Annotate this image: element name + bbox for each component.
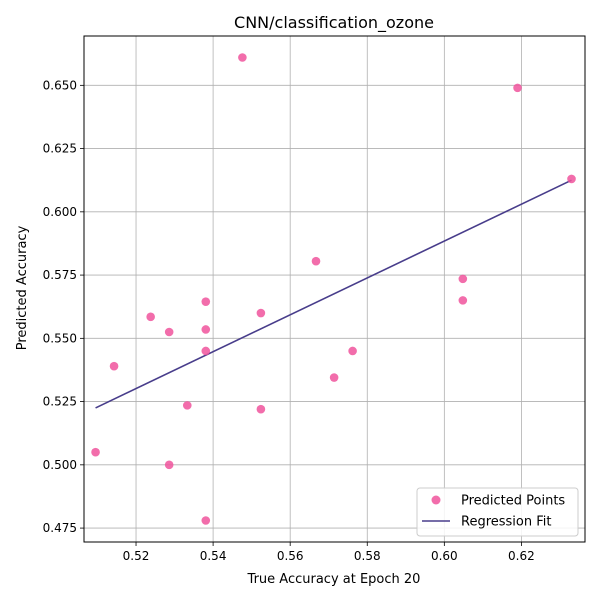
x-axis-label: True Accuracy at Epoch 20 bbox=[247, 572, 421, 587]
y-tick-label: 0.525 bbox=[43, 395, 77, 409]
legend: Predicted Points Regression Fit bbox=[416, 487, 579, 537]
legend-marker-predicted-points bbox=[431, 495, 441, 505]
data-point bbox=[256, 308, 266, 318]
y-tick-label: 0.650 bbox=[43, 78, 77, 92]
x-axis-ticks: 0.52 0.54 0.56 0.58 0.60 0.62 bbox=[123, 542, 535, 563]
y-tick-label: 0.600 bbox=[43, 205, 77, 219]
legend-box bbox=[416, 487, 579, 537]
x-tick-label: 0.54 bbox=[200, 549, 227, 563]
x-tick-label: 0.52 bbox=[123, 549, 150, 563]
data-point bbox=[182, 401, 192, 410]
data-point bbox=[201, 297, 211, 306]
data-point bbox=[91, 447, 100, 457]
data-point bbox=[329, 373, 339, 382]
data-point bbox=[513, 83, 522, 93]
legend-label-regression-fit: Regression Fit bbox=[461, 515, 551, 530]
chart-title: CNN/classification_ozone bbox=[234, 13, 434, 33]
y-tick-label: 0.575 bbox=[43, 268, 77, 282]
y-tick-label: 0.500 bbox=[43, 458, 77, 472]
x-tick-label: 0.58 bbox=[354, 549, 381, 563]
data-point bbox=[256, 404, 266, 414]
plot-frame bbox=[83, 35, 586, 543]
data-point bbox=[146, 312, 155, 322]
data-point bbox=[164, 460, 174, 470]
y-tick-label: 0.475 bbox=[43, 521, 77, 535]
data-point bbox=[311, 256, 321, 266]
x-tick-label: 0.60 bbox=[431, 549, 458, 563]
y-tick-label: 0.625 bbox=[43, 142, 77, 156]
data-point bbox=[348, 346, 357, 356]
x-tick-label: 0.56 bbox=[277, 549, 304, 563]
data-point bbox=[201, 516, 211, 525]
regression-fit-line bbox=[95, 179, 572, 409]
x-tick-label: 0.62 bbox=[508, 549, 535, 563]
data-point bbox=[201, 325, 211, 334]
data-point bbox=[164, 327, 174, 337]
data-point bbox=[567, 174, 576, 184]
y-tick-label: 0.550 bbox=[43, 331, 77, 345]
data-point bbox=[458, 296, 468, 305]
data-point bbox=[201, 346, 211, 356]
data-point bbox=[238, 53, 247, 62]
points-layer bbox=[91, 53, 576, 525]
y-axis-ticks: 0.475 0.500 0.525 0.550 0.575 0.600 0.625 0.650 bbox=[43, 78, 84, 535]
y-axis-label: Predicted Accuracy bbox=[15, 225, 30, 350]
legend-label-predicted-points: Predicted Points bbox=[461, 494, 565, 509]
data-point bbox=[458, 274, 468, 284]
regression-line-layer bbox=[95, 179, 572, 409]
data-point bbox=[109, 361, 119, 371]
grid-layer bbox=[84, 36, 585, 542]
